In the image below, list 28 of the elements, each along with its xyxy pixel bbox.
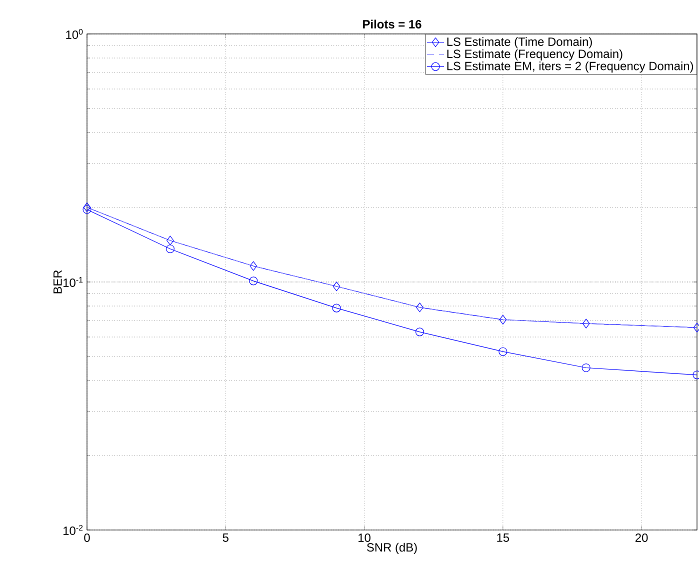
x-tick-label: 15 xyxy=(497,534,510,542)
point xyxy=(82,205,92,214)
point xyxy=(582,363,590,372)
y-tick-label: 10$^{-2}$ xyxy=(64,524,83,535)
x-tick-label: 0 xyxy=(84,534,90,542)
chart-title: Pilots = 16 xyxy=(363,20,422,28)
point xyxy=(249,276,258,286)
point xyxy=(582,318,590,328)
x-axis-title: SNR (dB) xyxy=(366,542,417,554)
point xyxy=(416,302,424,312)
legend-label: LS Estimate (Frequency Domain) xyxy=(447,49,622,60)
point xyxy=(499,314,507,324)
point xyxy=(83,202,91,212)
y-tick-label: 10$^{0}$ xyxy=(66,28,83,39)
point xyxy=(415,328,424,336)
point xyxy=(498,347,508,356)
legend-label: LS Estimate EM, iters = 2 (Frequency Domain) xyxy=(447,61,694,73)
point xyxy=(250,261,258,271)
point xyxy=(166,244,174,254)
point xyxy=(332,304,341,312)
y-tick-label: 10$^{-1}$ xyxy=(64,277,83,287)
point xyxy=(166,236,174,246)
x-tick-label: 20 xyxy=(636,534,648,542)
legend-label: LS Estimate (Time Domain) xyxy=(447,37,592,48)
point xyxy=(332,282,340,292)
x-tick-label: 5 xyxy=(222,534,228,542)
x-tick-label: 10 xyxy=(358,534,370,542)
y-axis-title: BER xyxy=(54,270,62,294)
